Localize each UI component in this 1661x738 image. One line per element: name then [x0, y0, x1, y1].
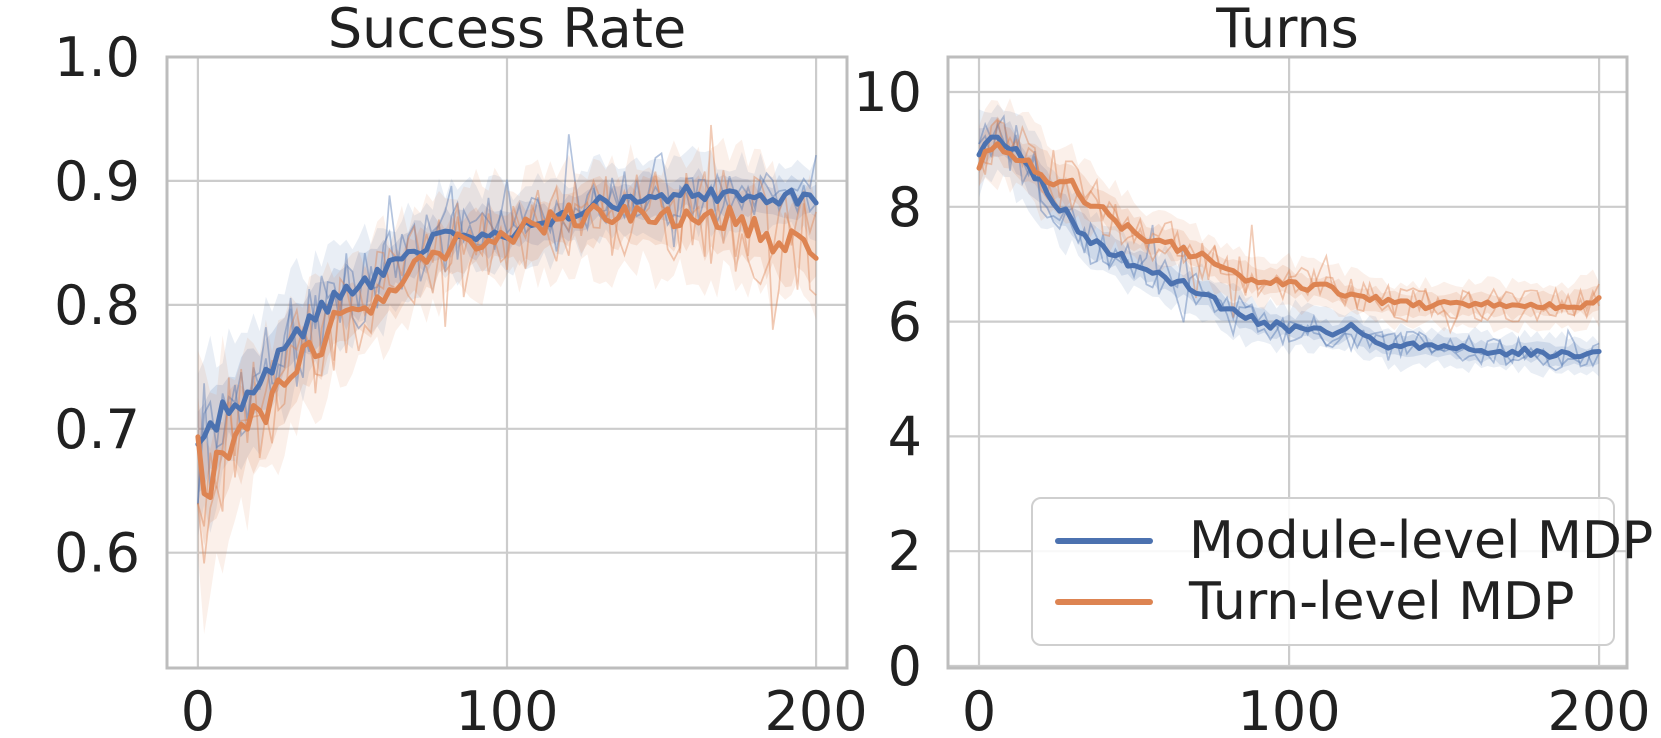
confidence-band — [197, 137, 817, 634]
legend-label-turn-level-mdp: Turn-level MDP — [1189, 572, 1575, 633]
y-tick-label: 2 — [888, 520, 922, 583]
legend-label-module-level-mdp: Module-level MDP — [1189, 510, 1654, 571]
y-tick-label: 10 — [853, 61, 922, 124]
plot-data — [976, 98, 1602, 378]
y-tick-label: 0.9 — [54, 150, 140, 213]
mean-line-module-level-mdp — [976, 134, 1602, 360]
mean-line-turn-level-mdp — [976, 141, 1602, 312]
legend-item-module-level-mdp: Module-level MDP — [1043, 515, 1653, 567]
left-chart-title: Success Rate — [327, 0, 687, 60]
confidence-band — [979, 98, 1600, 334]
confidence-band — [197, 168, 817, 494]
mean-line-turn-level-mdp — [195, 202, 819, 500]
run-trace — [978, 119, 1600, 335]
y-tick-label: 0.7 — [54, 398, 140, 461]
y-tick-label: 8 — [888, 176, 922, 239]
x-tick-label: 100 — [455, 680, 558, 738]
y-tick-label: 4 — [888, 405, 922, 468]
confidence-band — [197, 174, 817, 546]
x-tick-label: 100 — [1238, 680, 1341, 738]
run-trace — [978, 114, 1600, 368]
y-tick-label: 0.6 — [54, 522, 140, 585]
y-tick-label: 0 — [888, 635, 922, 698]
confidence-band — [979, 117, 1600, 368]
y-tick-label: 1.0 — [54, 26, 140, 89]
y-tick-label: 6 — [888, 291, 922, 354]
module-level-mdp-line-swatch — [1055, 537, 1153, 544]
legend: Module-level MDP Turn-level MDP — [1031, 497, 1653, 646]
x-tick-label: 0 — [962, 680, 996, 738]
legend-item-turn-level-mdp: Turn-level MDP — [1043, 576, 1603, 628]
axes-spines — [946, 55, 1629, 670]
confidence-band — [197, 145, 817, 536]
plot-data — [195, 124, 819, 634]
axes-spines — [165, 55, 849, 670]
y-tick-label: 0.8 — [54, 274, 140, 337]
x-tick-label: 200 — [1548, 680, 1651, 738]
x-tick-label: 0 — [181, 680, 215, 738]
x-tick-label: 200 — [765, 680, 868, 738]
right-chart-title: Turns — [1216, 0, 1359, 60]
turn-level-mdp-line-swatch — [1055, 599, 1153, 606]
